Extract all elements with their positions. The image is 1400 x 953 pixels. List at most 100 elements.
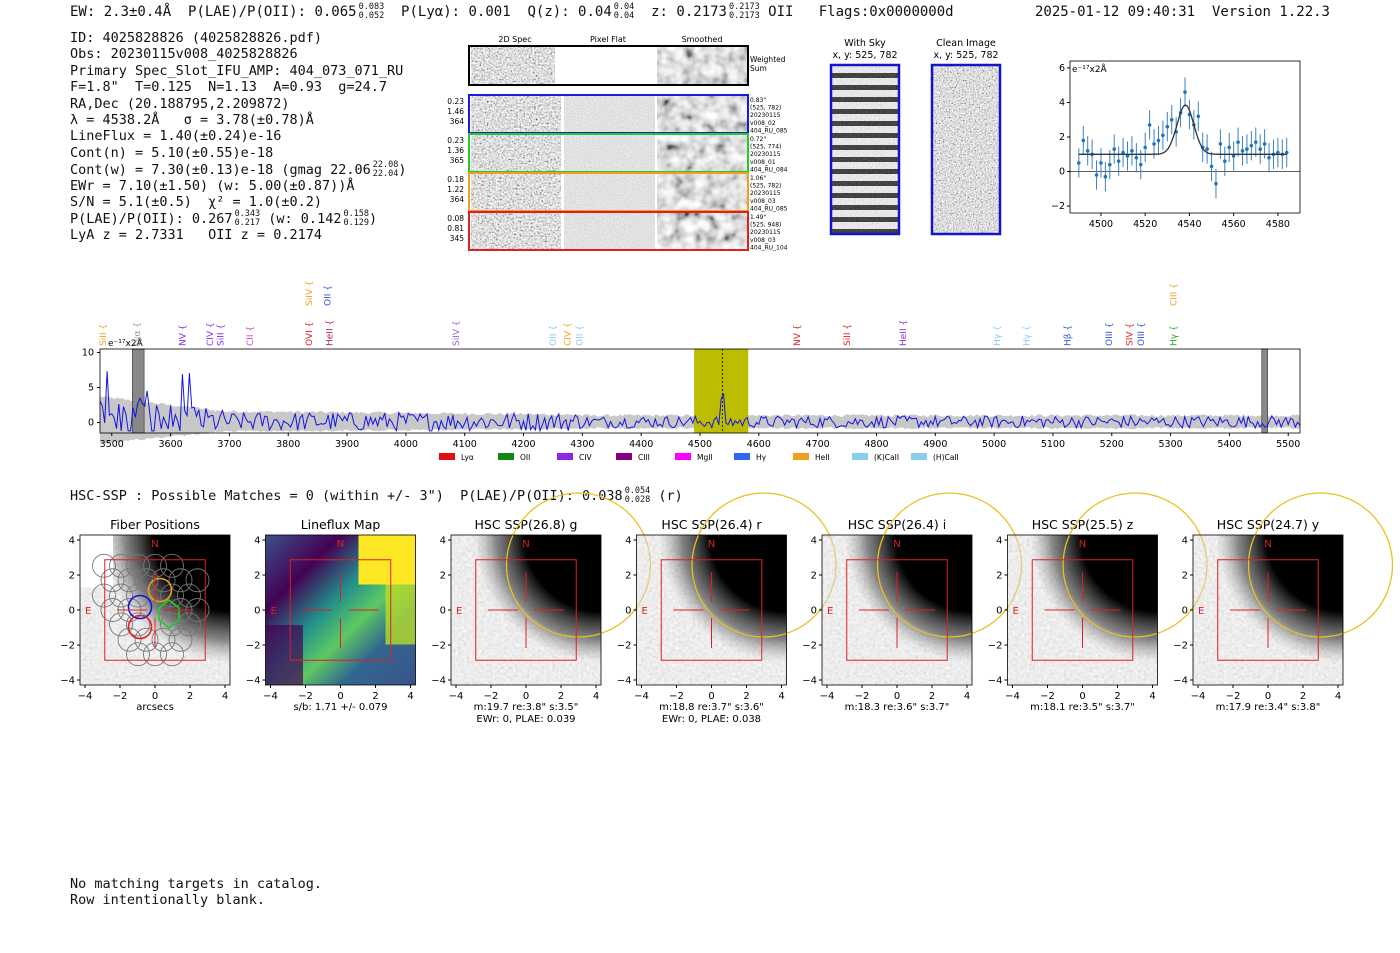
fit-data-point [1143,145,1147,150]
param-lya-z: LyA z = 2.7331 OII z = 0.2174 [70,226,322,243]
footer-line-2: Row intentionally blank. [70,892,266,908]
spectrum-legend-label: CIV [579,453,592,462]
flags-value: Flags:0x0000000d [818,4,954,20]
hsc-xtick-label: 0 [894,691,900,702]
full-spectrum-plot: 3500 3600 3700 3800 3900 4000 4100 4200 4300 4400… [82,280,1301,462]
compass-north: N [151,539,158,550]
spectrum-ytick-label: 0 [88,418,94,429]
hsc-crosshair [673,572,750,648]
with-sky-xy: x, y: 525, 782 [832,50,897,61]
spectrum-legend-label: OII [520,453,530,462]
spectrum-line-label: SiII { [99,324,109,346]
hsc-ytick-label: 0 [440,606,446,617]
spectrum-xtick-label: 4600 [747,439,771,450]
spectrum-xtick-label: 4300 [570,439,594,450]
spectra-cutout-grid: 2D Spec Pixel Flat Smoothed Weighted Sum… [447,35,788,251]
hsc-panel: Fiber Positions N E −4 −2 0 2 4 4 2 0 −2 −4 arcsecs [60,517,231,713]
fit-ytick-label: 4 [1059,97,1065,108]
param-contn: Cont(n) = 5.10(±0.55)e-18 [70,144,274,161]
compass-north: N [708,539,715,550]
fit-xtick-label: 4540 [1177,219,1201,230]
hsc-panel-title: HSC SSP(26.8) g [475,517,578,532]
hsc-xtick-label: −2 [1040,691,1055,702]
qz-value: Q(z): 0.04 [527,4,612,20]
fiber-circle [126,612,150,637]
fiber-circle [168,568,193,593]
hsc-xtick-label: 2 [1114,691,1120,702]
fit-data-point [1094,173,1099,177]
version: Version 1.22.3 [1211,4,1330,20]
hsc-xtick-label: 2 [187,691,193,702]
spectrum-xtick-label: 5200 [1100,439,1124,450]
fit-data-point [1245,147,1249,151]
hsc-ytick-label: 2 [625,571,631,582]
fit-data-point [1183,90,1187,94]
spectrum-line-label: Hγ { [1022,325,1032,346]
fit-data-point [1209,164,1214,169]
hsc-ytick-label: 0 [1182,606,1188,617]
spectrum-xtick-label: 4100 [453,439,477,450]
cutout-row-right-value: 20230115 [750,229,781,236]
param-lineflux: LineFlux = 1.40(±0.24)e-16 [70,128,282,145]
hsc-search-box [1031,559,1134,661]
fiber-highlight-orange [147,577,173,603]
spectrum-line-label: SIV { [1125,323,1135,346]
hsc-xtick-label: 2 [743,691,749,702]
fiber-circle [92,553,116,578]
compass-east: E [85,606,91,617]
fit-data-point [1169,117,1174,122]
header-line: EW: 2.3±0.4Å P(LAE)/P(OII): 0.065 0.083 0.… [70,2,954,21]
spectrum-legend-label: MgII [697,453,713,462]
hsc-xtick-label: 4 [593,691,599,702]
hsc-ytick-label: −2 [802,641,817,652]
hsc-ytick-label: −4 [246,676,261,687]
hsc-panel-caption: m:18.3 re:3.6" s:3.7" [845,702,950,713]
hsc-ytick-label: 2 [254,571,260,582]
hsc-panel-caption: arcsecs [136,702,174,713]
spectrum-legend-label: HeII [815,453,830,462]
spectrum-line-label: SiII { [843,324,853,346]
fit-data-point [1138,162,1143,167]
cutout-row-left-value: 0.23 [447,136,464,145]
redshift-value: z: 0.2173 [651,4,727,20]
spectrum-legend-label: Hγ [756,453,767,462]
spectrum-line-label: OII { [549,325,559,346]
hsc-ytick-label: −4 [802,676,817,687]
cutout-row-right-value: 20230115 [750,151,781,158]
spectrum-xtick-label: 5000 [982,439,1006,450]
hsc-ytick-label: 2 [69,571,75,582]
cutout-row-right-value: 404_RU_104 [750,244,788,251]
cutout-row-left-value: 1.22 [447,185,464,194]
param-obs: Obs: 20230115v008_4025828826 [70,46,298,63]
fit-data-point [1284,150,1289,155]
compass-east: E [1198,606,1204,617]
hsc-ytick-label: 0 [625,606,631,617]
fit-ytick-label: 2 [1059,132,1065,143]
fit-data-point [1267,155,1271,160]
fit-data-point [1205,147,1209,151]
hsc-ytick-label: 2 [1182,571,1188,582]
fit-data-point [1112,147,1117,151]
hsc-panel-title: HSC SSP(26.4) r [661,517,762,532]
hsc-ytick-label: 4 [440,536,446,547]
hsc-panel-caption: s/b: 1.71 +/- 0.079 [293,702,387,713]
hsc-ytick-label: −4 [988,676,1003,687]
spectrum-xtick-label: 5100 [1041,439,1065,450]
spectrum-line-label: HeII { [899,320,909,346]
fit-xtick-label: 4580 [1266,219,1290,230]
cutout-row-right-value: 1.49" [750,214,766,221]
weighted-sum-row: Weighted Sum [468,45,786,86]
hsc-xtick-label: 4 [964,691,970,702]
hsc-ytick-label: −4 [1173,676,1188,687]
col-label-smooth: Smoothed [682,35,723,44]
fit-data-point [1240,149,1245,153]
spectrum-line-label: OIII { [1137,322,1147,346]
compass-north: N [893,539,900,550]
hsc-xtick-label: −4 [1005,691,1020,702]
compass-north: N [337,539,344,550]
fit-data-point [1077,161,1081,165]
spectrum-line-label: OII { [324,285,334,306]
hsc-xtick-label: −4 [263,691,278,702]
hsc-panel-title: HSC SSP(25.5) z [1032,517,1134,532]
spectrum-xtick-label: 4900 [923,439,947,450]
